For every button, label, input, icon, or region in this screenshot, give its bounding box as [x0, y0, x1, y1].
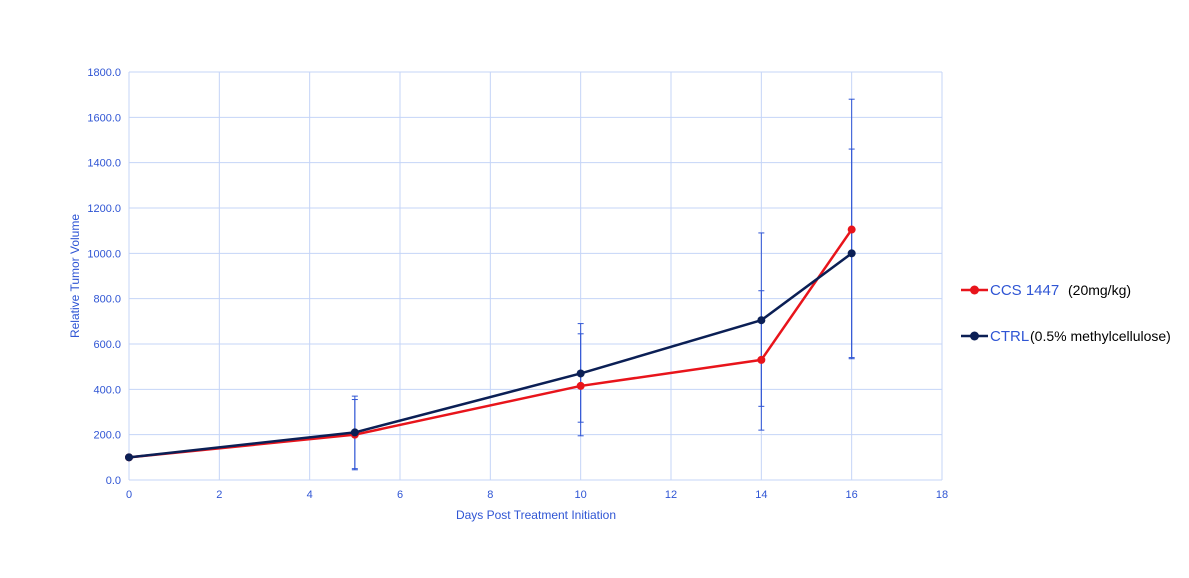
x-tick-label: 18	[936, 489, 948, 501]
data-point-ctrl	[847, 249, 856, 258]
y-tick-label: 600.0	[93, 339, 121, 351]
y-tick-label: 0.0	[106, 475, 121, 487]
x-tick-label: 2	[216, 489, 222, 501]
x-axis-title: Days Post Treatment Initiation	[456, 508, 616, 522]
legend-label-ctrl: CTRL	[990, 328, 1029, 345]
x-tick-label: 16	[846, 489, 858, 501]
y-tick-label: 1600.0	[87, 112, 121, 124]
legend-note-ccs: (20mg/kg)	[1068, 282, 1131, 298]
tick-labels: 0.0 200.0 400.0 600.0 800.0 1000.0 1200.0 1400.…	[87, 67, 948, 501]
data-point-ctrl	[757, 316, 766, 325]
data-point-ccs	[757, 355, 766, 364]
data-point-ccs	[847, 225, 856, 234]
legend-note-ctrl: (0.5% methylcellulose)	[1030, 328, 1171, 344]
data-point-ctrl	[350, 428, 359, 437]
legend-marker-ctrl	[970, 331, 979, 341]
y-tick-label: 1200.0	[87, 203, 121, 215]
data-point-ctrl	[125, 453, 133, 462]
legend-item-ccs[interactable]: CCS 1447 (20mg/kg)	[961, 282, 1131, 299]
y-axis-title: Relative Tumor Volume	[68, 214, 82, 338]
legend: CCS 1447 (20mg/kg) CTRL (0.5% methylcell…	[961, 282, 1171, 345]
x-tick-label: 6	[397, 489, 403, 501]
legend-label-ccs: CCS 1447	[990, 282, 1059, 299]
y-tick-label: 1000.0	[87, 248, 121, 260]
x-tick-label: 0	[126, 489, 132, 501]
x-tick-label: 12	[665, 489, 677, 501]
legend-marker-ccs	[970, 285, 979, 295]
y-tick-label: 800.0	[93, 294, 121, 306]
x-tick-label: 8	[487, 489, 493, 501]
x-tick-label: 14	[755, 489, 767, 501]
y-tick-label: 1800.0	[87, 67, 121, 79]
x-tick-label: 10	[575, 489, 587, 501]
x-tick-label: 4	[307, 489, 313, 501]
y-tick-label: 400.0	[93, 384, 121, 396]
series-lines	[125, 225, 856, 462]
y-tick-label: 1400.0	[87, 158, 121, 170]
legend-item-ctrl[interactable]: CTRL (0.5% methylcellulose)	[961, 328, 1171, 345]
y-tick-label: 200.0	[93, 430, 121, 442]
data-point-ctrl	[576, 369, 585, 378]
data-point-ccs	[576, 381, 585, 390]
